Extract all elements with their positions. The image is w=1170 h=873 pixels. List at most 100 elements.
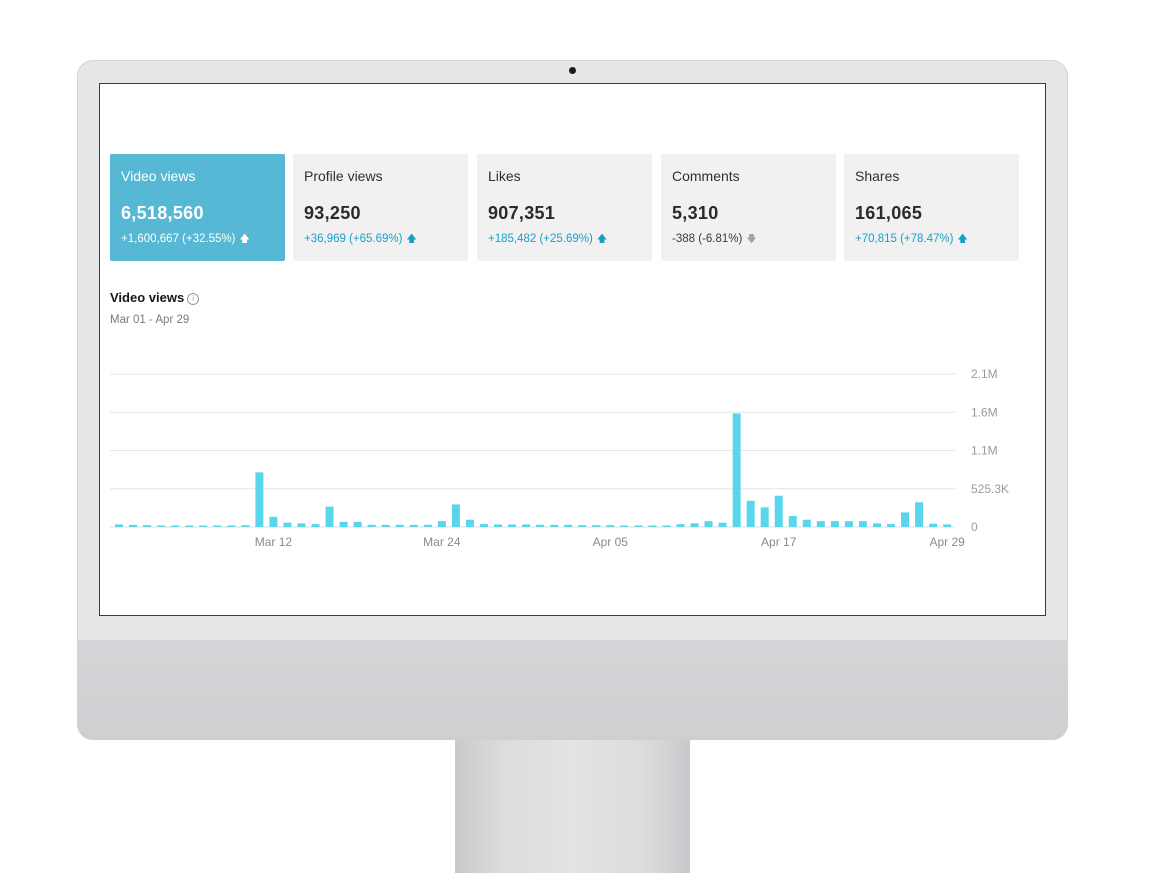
bar	[353, 521, 362, 527]
bar	[536, 524, 545, 527]
date-range: Mar 01 - Apr 29	[110, 314, 190, 326]
chart-title-text: Video views	[110, 290, 185, 305]
monitor-chin	[77, 640, 1068, 740]
bar	[157, 525, 166, 527]
bar	[802, 519, 811, 527]
card-delta: -388 (-6.81%) 🡇	[672, 233, 757, 245]
bar	[395, 524, 404, 527]
bar	[381, 524, 390, 527]
analytics-screen: Video views 6,518,560 +1,600,667 (+32.55…	[99, 83, 1046, 616]
card-value: 6,518,560	[121, 203, 204, 223]
bar	[479, 524, 488, 527]
bar	[255, 472, 264, 527]
bar	[929, 523, 938, 527]
bar	[788, 516, 797, 527]
y-tick-label: 525.3K	[971, 482, 1009, 496]
bar	[676, 524, 685, 527]
x-tick-label: Apr 29	[929, 535, 965, 549]
bar	[704, 521, 713, 527]
x-tick-label: Mar 24	[423, 535, 461, 549]
bar	[844, 521, 853, 527]
card-video-views[interactable]: Video views 6,518,560 +1,600,667 (+32.55…	[110, 154, 285, 261]
bar	[887, 524, 896, 527]
arrow-up-icon: 🡅	[957, 234, 968, 245]
card-value: 93,250	[304, 203, 361, 223]
card-label: Likes	[488, 168, 521, 184]
bar	[915, 502, 924, 527]
bar	[690, 523, 699, 527]
bar	[592, 525, 601, 527]
card-delta: +1,600,667 (+32.55%) 🡅	[121, 233, 250, 245]
card-label: Profile views	[304, 168, 383, 184]
bar	[718, 522, 727, 527]
bar	[465, 519, 474, 527]
bar	[227, 525, 236, 527]
card-label: Video views	[121, 168, 196, 184]
monitor-stand	[455, 740, 690, 873]
bar	[494, 524, 503, 527]
bar	[760, 507, 769, 527]
y-tick-label: 2.1M	[971, 367, 998, 381]
y-tick-label: 1.1M	[971, 444, 998, 458]
bar	[901, 512, 910, 527]
bar	[732, 413, 741, 527]
bar	[550, 524, 559, 527]
bar	[367, 524, 376, 527]
bar	[662, 525, 671, 527]
bar	[943, 524, 952, 527]
card-value: 5,310	[672, 203, 719, 223]
bar	[564, 524, 573, 527]
bar	[213, 525, 222, 527]
card-profile-views[interactable]: Profile views 93,250 +36,969 (+65.69%) 🡅	[293, 154, 468, 261]
bar	[522, 524, 531, 527]
card-label: Comments	[672, 168, 740, 184]
bar	[325, 506, 334, 527]
card-value: 161,065	[855, 203, 923, 223]
bar	[578, 525, 587, 527]
chart-title: Video views i	[110, 290, 200, 305]
bar	[816, 521, 825, 527]
bar	[508, 524, 517, 527]
card-delta: +185,482 (+25.69%) 🡅	[488, 233, 608, 245]
card-value: 907,351	[488, 203, 556, 223]
x-tick-label: Apr 05	[593, 535, 629, 549]
camera-icon	[569, 67, 576, 74]
arrow-up-icon: 🡅	[596, 234, 608, 245]
y-tick-label: 0	[971, 520, 978, 534]
bar	[311, 524, 320, 527]
bar	[409, 524, 418, 527]
bar	[115, 524, 124, 527]
bar	[606, 525, 615, 527]
bar	[185, 525, 194, 527]
y-tick-label: 1.6M	[971, 405, 998, 419]
bar	[451, 504, 460, 527]
x-tick-label: Apr 17	[761, 535, 797, 549]
arrow-up-icon: 🡅	[406, 234, 417, 245]
bar	[648, 525, 657, 527]
card-likes[interactable]: Likes 907,351 +185,482 (+25.69%) 🡅	[477, 154, 652, 261]
arrow-down-icon: 🡇	[746, 234, 757, 245]
bar	[858, 521, 867, 527]
bar	[437, 521, 446, 527]
bar	[830, 521, 839, 527]
video-views-bar-chart: 0 525.3K 1.1M 1.6M 2.1M Mar 12 Mar 24 Apr 05 Apr…	[110, 367, 1009, 549]
bar	[423, 524, 432, 527]
bar	[872, 523, 881, 527]
bar	[129, 524, 138, 527]
bar	[199, 525, 208, 527]
x-tick-label: Mar 12	[255, 535, 293, 549]
info-icon[interactable]: i	[187, 293, 200, 305]
card-shares[interactable]: Shares 161,065 +70,815 (+78.47%) 🡅	[844, 154, 1019, 261]
card-delta: +36,969 (+65.69%) 🡅	[304, 233, 417, 245]
card-delta: +70,815 (+78.47%) 🡅	[855, 233, 968, 245]
bar	[620, 525, 629, 527]
card-label: Shares	[855, 168, 900, 184]
bar	[171, 525, 180, 527]
card-comments[interactable]: Comments 5,310 -388 (-6.81%) 🡇	[661, 154, 836, 261]
bar	[339, 521, 348, 527]
bar	[143, 525, 152, 527]
arrow-up-icon: 🡅	[239, 234, 250, 245]
bar	[283, 522, 292, 527]
bar	[297, 523, 306, 527]
